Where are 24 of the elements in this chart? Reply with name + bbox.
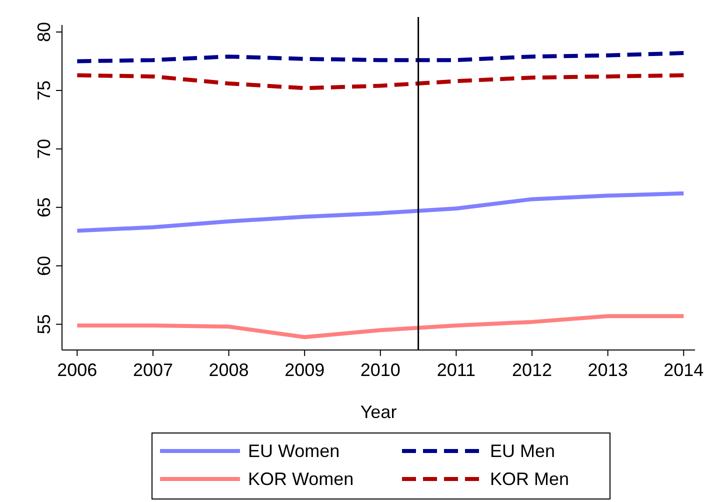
- y-tick-label: 75: [34, 80, 54, 100]
- legend-label: KOR Men: [490, 469, 570, 489]
- line-series: [75, 51, 686, 64]
- x-tick-label: 2009: [284, 360, 325, 380]
- legend-label: EU Women: [248, 441, 340, 461]
- x-tick-label: 2008: [208, 360, 249, 380]
- x-tick-label: 2007: [132, 360, 173, 380]
- legend-label: KOR Women: [248, 469, 354, 489]
- line-series: [75, 73, 686, 90]
- x-tick-label: 2012: [512, 360, 552, 380]
- x-tick-label: 2011: [436, 360, 476, 380]
- x-tick-label: 2006: [57, 360, 98, 380]
- line-series: [75, 314, 686, 340]
- x-tick-label: 2010: [360, 360, 400, 380]
- line-series: [75, 191, 686, 233]
- y-tick-label: 70: [34, 138, 54, 159]
- y-tick-label: 60: [34, 256, 54, 276]
- x-axis-title: Year: [360, 402, 397, 422]
- y-tick-label: 80: [34, 22, 54, 42]
- legend-label: EU Men: [490, 441, 556, 461]
- x-tick-label: 2013: [588, 360, 628, 380]
- y-tick-label: 55: [34, 314, 54, 334]
- y-tick-label: 65: [34, 197, 54, 218]
- x-tick-label: 2014: [664, 360, 704, 380]
